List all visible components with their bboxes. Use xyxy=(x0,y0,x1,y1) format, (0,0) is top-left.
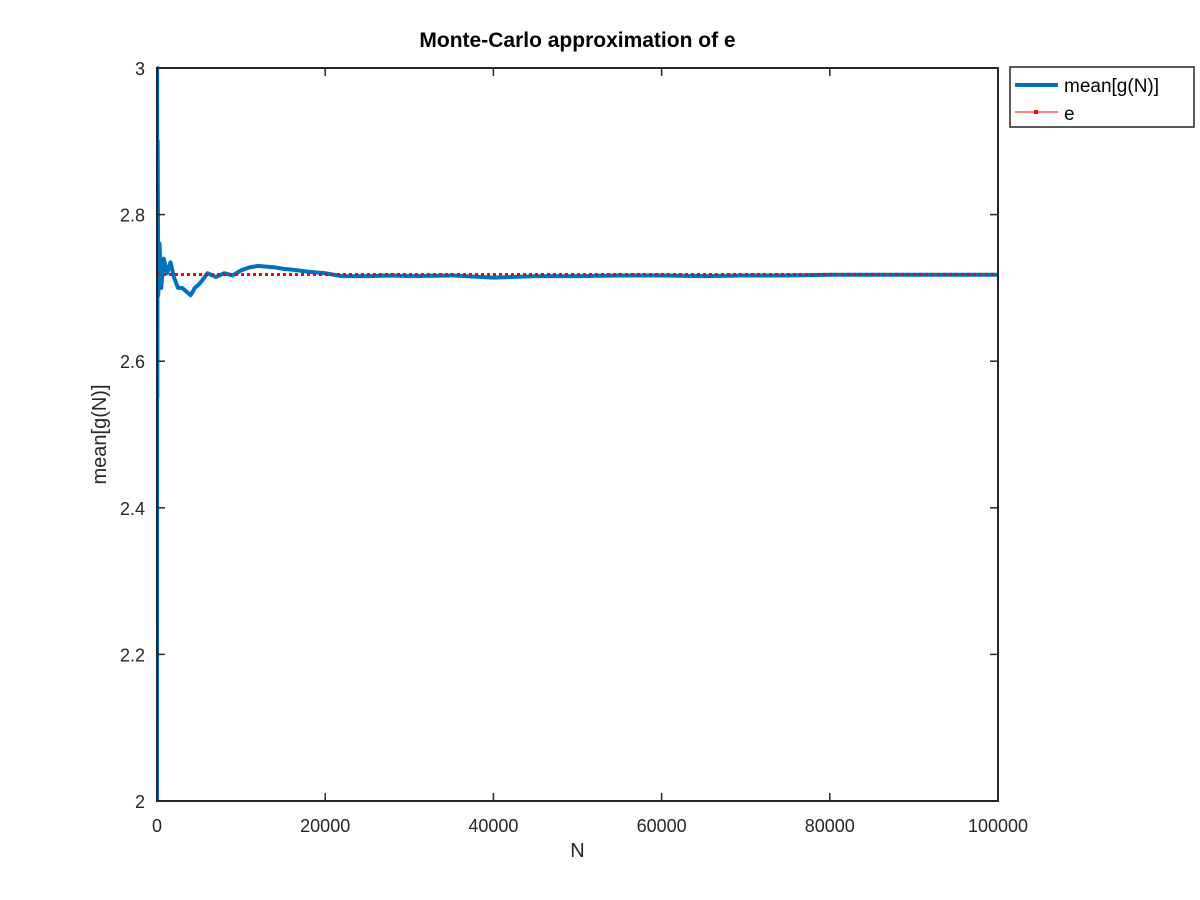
y-tick-label: 2.6 xyxy=(120,352,145,372)
x-tick-label: 40000 xyxy=(468,816,518,836)
x-tick-label: 80000 xyxy=(805,816,855,836)
legend-label-e: e xyxy=(1064,104,1075,125)
x-axis-title: N xyxy=(570,840,584,862)
y-tick-label: 2.4 xyxy=(120,499,145,519)
axes-box xyxy=(156,67,999,802)
legend-label-mean: mean[g(N)] xyxy=(1064,76,1159,97)
data-layer xyxy=(157,66,998,802)
y-axis-title: mean[g(N)] xyxy=(89,384,111,484)
x-tick-label: 60000 xyxy=(637,816,687,836)
y-tick-label: 2 xyxy=(135,792,145,812)
x-tick-label: 0 xyxy=(152,816,162,836)
y-tick-label: 3 xyxy=(135,59,145,79)
legend-marker-e xyxy=(1034,110,1038,114)
legend-box xyxy=(1009,66,1195,128)
x-tick-label: 20000 xyxy=(300,816,350,836)
x-tick-label: 100000 xyxy=(968,816,1028,836)
plot-area xyxy=(157,68,998,801)
y-tick-label: 2.8 xyxy=(120,206,145,226)
legend: mean[g(N)] e xyxy=(1009,66,1195,128)
y-tick-label: 2.2 xyxy=(120,645,145,665)
chart-title: Monte-Carlo approximation of e xyxy=(419,29,735,52)
axes-layer: 0 20000 40000 60000 80000 100000 2 2.2 2.4 2.6 2.8… xyxy=(120,59,1028,836)
